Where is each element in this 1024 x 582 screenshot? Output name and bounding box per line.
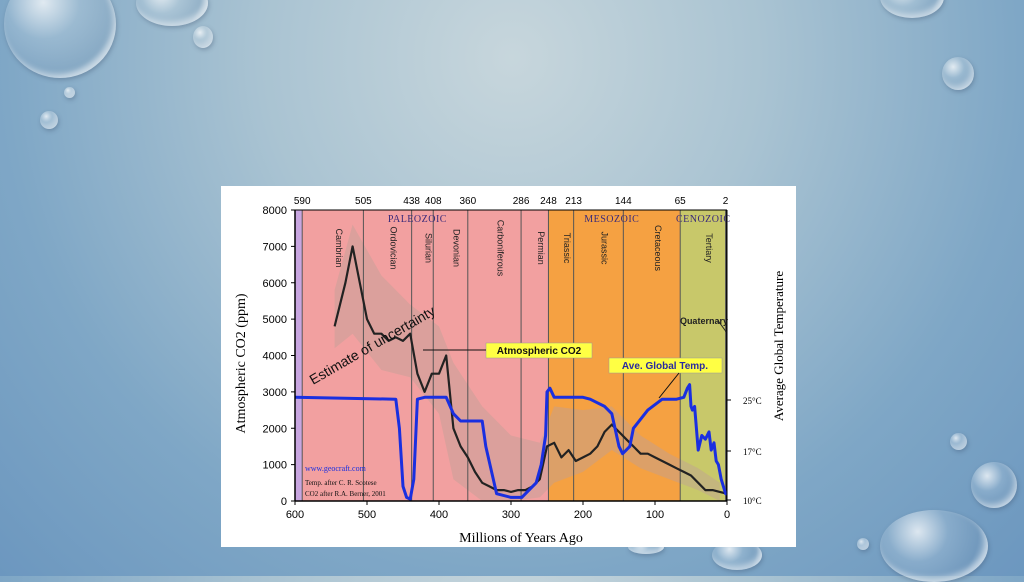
y2-axis-title: Average Global Temperature xyxy=(771,271,786,421)
y-tick-label: 0 xyxy=(281,496,287,508)
period-label: Permian xyxy=(536,231,546,265)
top-tick-label: 286 xyxy=(513,196,530,207)
top-tick-label: 360 xyxy=(459,196,476,207)
x-tick-label: 400 xyxy=(430,509,448,521)
temp-label: Ave. Global Temp. xyxy=(622,361,708,372)
era-title: MESOZOIC xyxy=(584,214,639,225)
chart-figure: Cambrian Ordovician Silurian Devonian Carbon… xyxy=(221,186,796,547)
era-title: PALEOZOIC xyxy=(388,214,447,225)
bubble-decoration xyxy=(971,462,1017,508)
y-tick-label: 4000 xyxy=(263,351,287,363)
x-tick-label: 200 xyxy=(574,509,592,521)
y-tick-label: 8000 xyxy=(263,205,287,217)
top-tick-label: 505 xyxy=(355,196,372,207)
temp-arrow xyxy=(658,372,680,399)
bubble-decoration xyxy=(880,510,988,582)
period-label: Cambrian xyxy=(334,228,344,267)
period-label: Cretaceous xyxy=(653,225,663,272)
top-tick-label: 65 xyxy=(675,196,687,207)
era-bands xyxy=(295,210,727,501)
top-tick-label: 438 xyxy=(403,196,420,207)
y-tick-label: 5000 xyxy=(263,314,287,326)
top-tick-label: 144 xyxy=(615,196,632,207)
temperature-line xyxy=(294,383,728,501)
quaternary-label: Quaternary xyxy=(680,316,728,326)
y-tick-label: 2000 xyxy=(263,423,287,435)
x-tick-label: 0 xyxy=(724,509,730,521)
x-tick-label: 100 xyxy=(646,509,664,521)
x-tick-label: 500 xyxy=(358,509,376,521)
precambrian-band xyxy=(295,210,303,501)
bubble-decoration xyxy=(40,111,58,129)
period-label: Tertiary xyxy=(704,233,714,263)
x-tick-label: 300 xyxy=(502,509,520,521)
co2-label: Atmospheric CO2 xyxy=(497,346,582,357)
period-label: Devonian xyxy=(452,229,462,267)
period-label: Carboniferous xyxy=(495,220,505,277)
bubble-decoration xyxy=(857,538,869,550)
y-tick-label: 7000 xyxy=(263,241,287,253)
bubble-decoration xyxy=(942,57,974,90)
x-tick-label: 600 xyxy=(286,509,304,521)
top-tick-label: 213 xyxy=(565,196,582,207)
y-tick-label: 6000 xyxy=(263,278,287,290)
co2-temperature-chart: Cambrian Ordovician Silurian Devonian Carbon… xyxy=(234,196,786,546)
era-title: CENOZOIC xyxy=(676,214,731,225)
y-tick-label: 3000 xyxy=(263,387,287,399)
x-axis-title: Millions of Years Ago xyxy=(459,531,583,546)
period-labels: Cambrian Ordovician Silurian Devonian Carbon… xyxy=(334,214,731,333)
period-label: Jurassic xyxy=(599,231,609,265)
top-tick-label: 408 xyxy=(425,196,442,207)
temp-tick-label: 25°C xyxy=(743,396,762,406)
era-band-cenozoic xyxy=(680,210,726,501)
source-temp: Temp. after C. R. Scotese xyxy=(305,479,377,487)
bubble-decoration xyxy=(64,87,75,98)
temp-label-box xyxy=(608,357,723,374)
period-label: Silurian xyxy=(423,233,433,263)
y-tick-label: 1000 xyxy=(263,460,287,472)
quaternary-arrow xyxy=(717,319,727,333)
temp-tick-label: 10°C xyxy=(743,496,762,506)
bubble-decoration xyxy=(4,0,116,78)
series-lines xyxy=(294,245,728,501)
y-axis-title: Atmospheric CO2 (ppm) xyxy=(234,293,249,433)
source-url: www.geocraft.com xyxy=(305,464,367,473)
quaternary-band xyxy=(725,210,727,501)
top-tick-label: 590 xyxy=(294,196,311,207)
bubble-decoration xyxy=(193,26,213,48)
bubble-decoration xyxy=(950,433,967,450)
source-co2: CO2 after R.A. Berner, 2001 xyxy=(305,490,386,498)
bubble-decoration xyxy=(880,0,944,18)
period-label: Triassic xyxy=(562,233,572,264)
temp-tick-label: 17°C xyxy=(743,447,762,457)
period-label: Ordovician xyxy=(389,226,399,269)
bubble-decoration xyxy=(136,0,208,26)
top-tick-label: 248 xyxy=(540,196,557,207)
top-tick-label: 2 xyxy=(723,196,729,207)
